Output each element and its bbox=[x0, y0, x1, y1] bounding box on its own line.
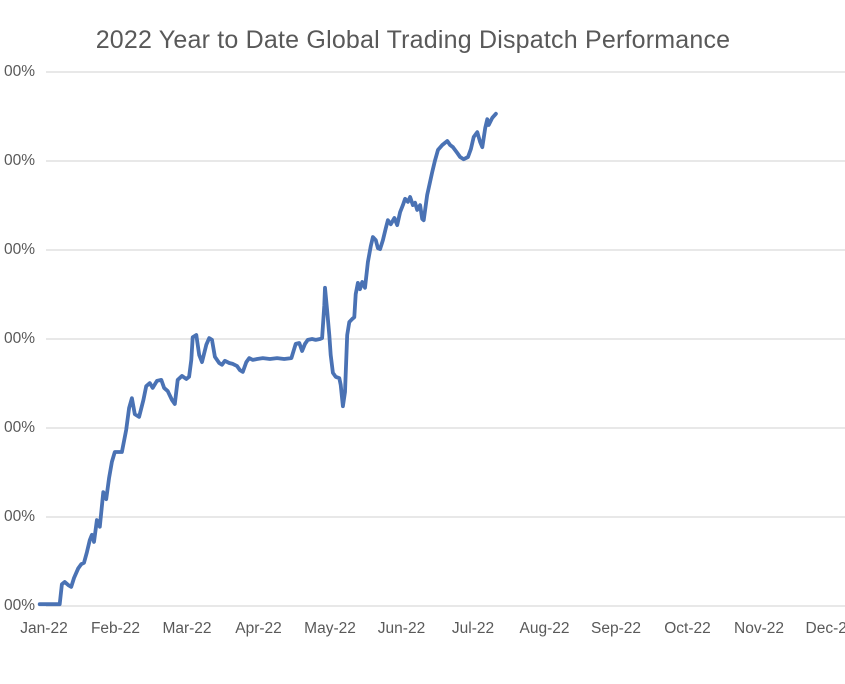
y-tick-label: 00% bbox=[3, 63, 35, 80]
x-tick-label: Jan-22 bbox=[20, 620, 68, 637]
x-tick-label: Sep-22 bbox=[591, 620, 641, 637]
y-tick-label: 00% bbox=[3, 508, 35, 525]
performance-line bbox=[37, 111, 498, 607]
y-tick-label: 00% bbox=[3, 419, 35, 436]
y-tick-label: 00% bbox=[3, 152, 35, 169]
x-tick-label: Mar-22 bbox=[162, 620, 212, 637]
x-tick-label: Jun-22 bbox=[377, 620, 426, 637]
x-tick-label: Dec-22 bbox=[805, 620, 845, 637]
x-tick-label: Feb-22 bbox=[90, 620, 141, 637]
x-tick-label: Jul-22 bbox=[451, 620, 495, 637]
x-tick-label: Nov-22 bbox=[734, 620, 784, 637]
y-tick-label: 00% bbox=[3, 597, 35, 614]
y-tick-label: 00% bbox=[3, 330, 35, 347]
chart-title: 2022 Year to Date Global Trading Dispatc… bbox=[95, 26, 731, 54]
x-tick-label: Oct-22 bbox=[664, 620, 711, 637]
y-tick-label: 00% bbox=[3, 241, 35, 258]
x-tick-label: Apr-22 bbox=[235, 620, 282, 637]
x-tick-label: Aug-22 bbox=[519, 620, 570, 637]
x-tick-label: May-22 bbox=[304, 620, 356, 637]
